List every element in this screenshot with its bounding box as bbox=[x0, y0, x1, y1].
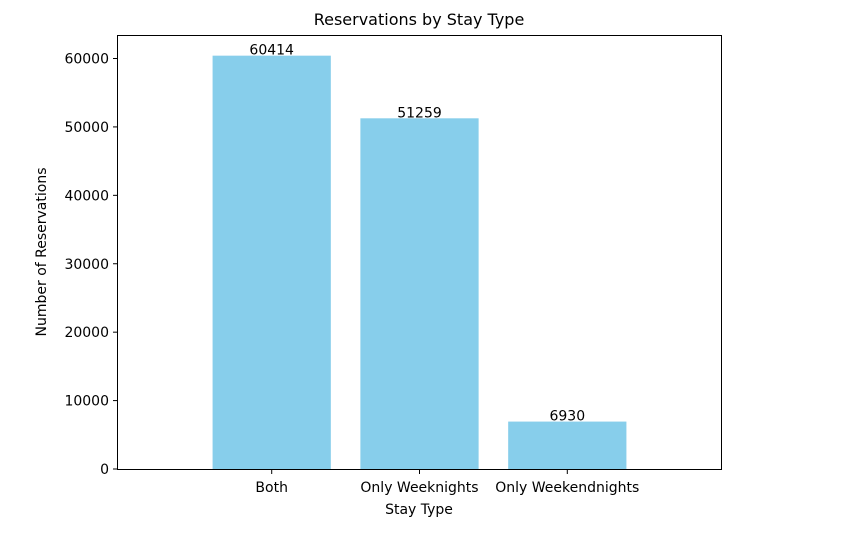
y-tick-label-5: 50000 bbox=[64, 120, 109, 136]
data-label-0: 60414 bbox=[249, 43, 294, 59]
data-labels-group: 60414 51259 6930 bbox=[249, 43, 585, 425]
y-axis-label: Number of Reservations bbox=[34, 168, 50, 337]
y-tick-label-2: 20000 bbox=[64, 325, 109, 341]
data-label-1: 51259 bbox=[397, 105, 442, 121]
x-tick-label-0: Both bbox=[255, 480, 288, 496]
bars-group bbox=[212, 55, 627, 470]
bar-2 bbox=[508, 421, 627, 469]
y-tick-label-3: 30000 bbox=[64, 257, 109, 273]
y-tick-label-4: 40000 bbox=[64, 188, 109, 204]
y-tick-label-6: 60000 bbox=[64, 52, 109, 68]
plot-frame bbox=[117, 35, 722, 470]
bar-0 bbox=[212, 55, 331, 470]
x-axis-label: Stay Type bbox=[385, 502, 453, 518]
x-tick-label-2: Only Weekendnights bbox=[495, 480, 639, 496]
bar-1 bbox=[360, 118, 479, 469]
x-axis: Both Only Weeknights Only Weekendnights bbox=[255, 469, 639, 496]
y-axis: 0 10000 20000 30000 40000 50000 60000 bbox=[64, 52, 118, 478]
y-tick-label-1: 10000 bbox=[64, 394, 109, 410]
x-tick-label-1: Only Weeknights bbox=[360, 480, 478, 496]
data-label-2: 6930 bbox=[549, 409, 585, 425]
chart-title: Reservations by Stay Type bbox=[314, 10, 525, 29]
y-tick-label-0: 0 bbox=[100, 462, 109, 478]
